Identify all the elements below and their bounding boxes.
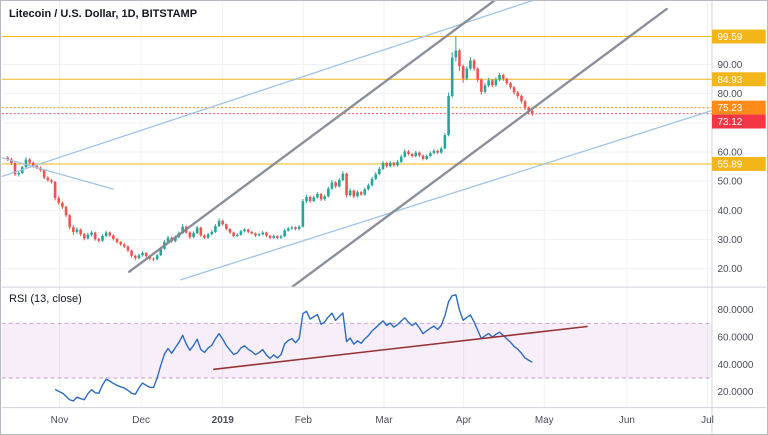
svg-text:75.23: 75.23 <box>717 103 742 114</box>
svg-text:99.59: 99.59 <box>717 32 742 43</box>
svg-text:Dec: Dec <box>132 415 150 426</box>
svg-text:60.00: 60.00 <box>717 147 742 158</box>
svg-text:80.00: 80.00 <box>717 89 742 100</box>
svg-text:Jul: Jul <box>701 415 714 426</box>
svg-text:40.0000: 40.0000 <box>717 360 753 371</box>
svg-text:Nov: Nov <box>51 415 69 426</box>
svg-text:Feb: Feb <box>295 415 313 426</box>
svg-text:Jun: Jun <box>619 415 635 426</box>
svg-text:20.00: 20.00 <box>717 264 742 275</box>
svg-text:30.00: 30.00 <box>717 235 742 246</box>
svg-text:90.00: 90.00 <box>717 60 742 71</box>
svg-text:40.00: 40.00 <box>717 206 742 217</box>
svg-text:20.0000: 20.0000 <box>717 387 753 398</box>
svg-text:60.0000: 60.0000 <box>717 332 753 343</box>
rsi-indicator-label: RSI (13, close) <box>9 293 82 305</box>
svg-text:55.89: 55.89 <box>717 159 742 170</box>
svg-text:May: May <box>535 415 554 426</box>
svg-text:84.93: 84.93 <box>717 75 742 86</box>
svg-text:Mar: Mar <box>375 415 393 426</box>
svg-text:80.0000: 80.0000 <box>717 305 753 316</box>
svg-text:73.12: 73.12 <box>717 117 742 128</box>
price-axis[interactable] <box>712 1 767 409</box>
svg-text:50.00: 50.00 <box>717 177 742 188</box>
svg-text:Apr: Apr <box>456 415 472 426</box>
svg-text:2019: 2019 <box>212 415 235 426</box>
symbol-title: Litecoin / U.S. Dollar, 1D, BITSTAMP <box>9 8 198 20</box>
time-axis[interactable] <box>1 409 714 434</box>
